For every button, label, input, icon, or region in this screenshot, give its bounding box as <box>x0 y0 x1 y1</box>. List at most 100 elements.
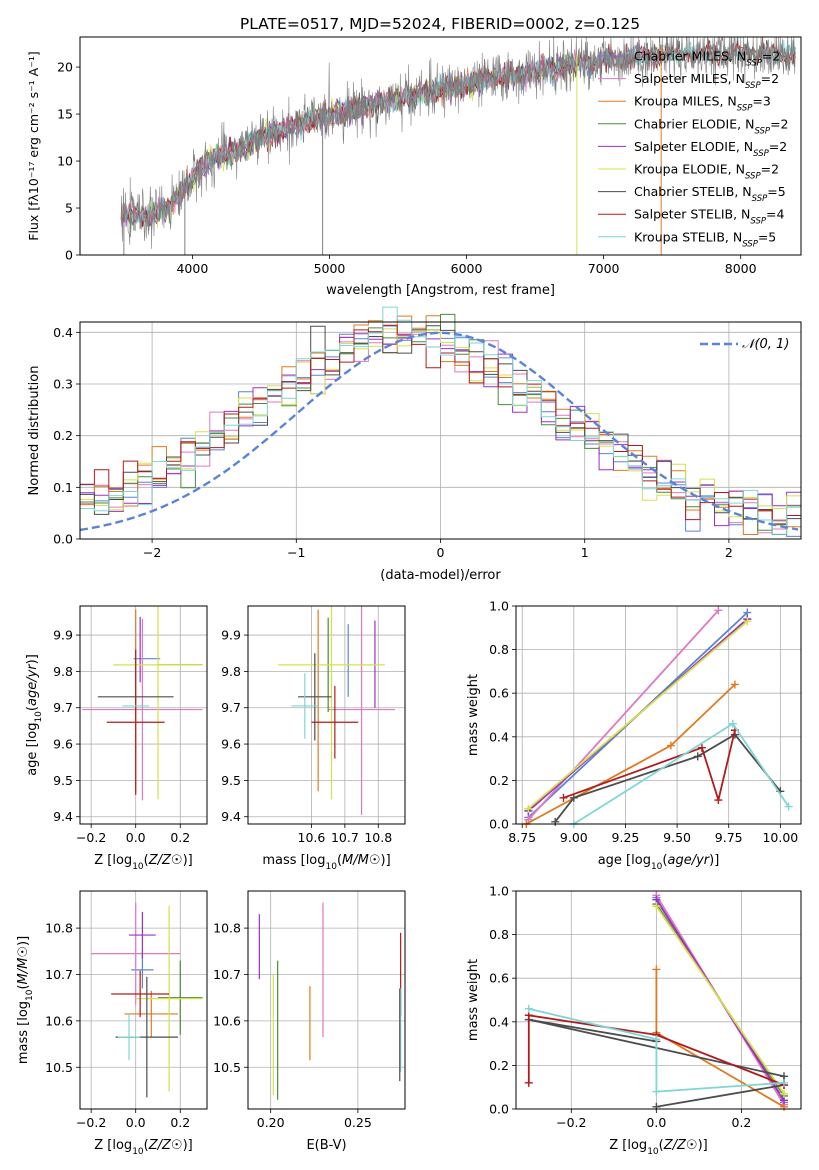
weight-vs-age-frame <box>515 605 802 825</box>
age-vs-Z-xtick-label: 0.2 <box>170 830 190 845</box>
age-vs-mass-xtick-label: 10.6 <box>298 830 326 845</box>
mass-vs-Z-ylabel-part: ( <box>16 984 31 989</box>
legend-label-tail: =2 <box>769 139 787 154</box>
age-vs-Z-ylabel-part: ( <box>25 706 40 711</box>
legend-label-sub: SSP <box>745 172 761 182</box>
legend-label-tail: =2 <box>770 116 788 131</box>
mass-weight-series <box>563 730 736 804</box>
legend-label-sub: SSP <box>750 217 766 227</box>
weight-vs-Z-ytick-label: 0.4 <box>489 1014 509 1029</box>
weight-vs-age-xlabel-part: age [log <box>598 853 651 868</box>
weight-vs-age-ytick-label: 1.0 <box>489 599 509 614</box>
residual-histogram-step <box>80 325 801 535</box>
weight-vs-Z-xlabel-part: ( <box>659 1138 664 1153</box>
mass-vs-ebv-ytick-label: 10.8 <box>213 921 241 936</box>
weight-vs-age-xtick-label: 10.00 <box>762 830 798 845</box>
legend-label: Chabrier ELODIE, NSSP=2 <box>634 116 789 136</box>
weight-vs-age-axes: 8.75 9.00 9.25 9.50 9.75 10.00 0.0 0.2 0.4 0.6 0.8… <box>489 599 801 845</box>
mass-weight-series <box>655 905 785 1095</box>
mass-vs-Z-xlabel-part: ( <box>144 1138 149 1153</box>
age-vs-Z-ylabel-part: 10 <box>34 711 44 723</box>
legend-label-tail: =5 <box>767 184 785 199</box>
age-vs-Z-ytick-label: 9.9 <box>53 628 73 643</box>
age-vs-Z-errorbars <box>82 606 203 801</box>
residuals-frame <box>79 321 802 540</box>
spectrum-axes: 4000 5000 6000 7000 8000 0 5 10 15 20 <box>57 60 757 276</box>
age-vs-mass-ytick-label: 9.9 <box>221 628 241 643</box>
weight-vs-Z-frame <box>515 890 802 1110</box>
mass-weight-marker <box>693 752 702 761</box>
mass-vs-ebv-xtick-label: 0.20 <box>257 1115 285 1130</box>
weight-vs-age-ytick-label: 0.8 <box>489 642 509 657</box>
legend-label-main: Chabrier STELIB, N <box>634 184 752 199</box>
mass-vs-Z-xtick-label: 0.0 <box>126 1115 146 1130</box>
mass-vs-ebv-ytick-label: 10.6 <box>213 1013 241 1028</box>
residuals-xtick-label: 2 <box>725 545 733 560</box>
mass-vs-Z-ytick-label: 10.5 <box>45 1060 73 1075</box>
weight-vs-Z-lines <box>524 891 788 1111</box>
spectrum-ytick-label: 15 <box>57 107 73 122</box>
weight-vs-age-ytick-label: 0.4 <box>489 729 509 744</box>
mass-weight-series <box>527 620 748 810</box>
spectrum-frame <box>79 36 802 256</box>
spectrum-ytick-label: 0 <box>65 248 73 263</box>
legend-label-sub: SSP <box>737 104 753 114</box>
mass-vs-Z-xlabel-part: Z/Z☉ <box>148 1138 183 1153</box>
spectrum-ytick-label: 20 <box>57 60 73 75</box>
normal-curve <box>79 331 799 532</box>
legend-label: Kroupa STELIB, NSSP=5 <box>634 229 776 249</box>
residuals-xtick-label: 1 <box>581 545 589 560</box>
age-vs-mass-xlabel-part: M/M☉ <box>342 853 380 868</box>
mass-weight-marker <box>524 1004 533 1013</box>
weight-vs-Z-xtick-label: −0.2 <box>556 1115 586 1130</box>
legend-label-sub: SSP <box>745 81 761 91</box>
mass-vs-Z-xlabel: Z [log10(Z/Z☉)] <box>94 1138 192 1157</box>
age-vs-mass-ytick-label: 9.8 <box>221 664 241 679</box>
mass-weight-series <box>528 1007 785 1093</box>
mass-vs-Z-xlabel-part: )] <box>183 1138 193 1153</box>
residuals-ylabel: Normed distribution <box>27 366 42 496</box>
age-vs-Z-ytick-label: 9.6 <box>53 737 73 752</box>
weight-vs-Z-xlabel-part: Z [log <box>609 1138 647 1153</box>
residuals-ytick-label: 0.3 <box>53 377 73 392</box>
residual-histogram-step <box>80 306 801 535</box>
spectrum-xtick-label: 8000 <box>725 261 757 276</box>
mass-vs-Z-ylabel-part: mass [log <box>16 1001 31 1064</box>
legend-label-main: Salpeter ELODIE, N <box>634 139 753 154</box>
legend-label-main: Salpeter STELIB, N <box>634 207 750 222</box>
weight-vs-Z-ylabel: mass weight <box>466 959 481 1041</box>
weight-vs-Z-ytick-label: 0.0 <box>489 1102 509 1117</box>
residuals-ytick-label: 0.4 <box>53 325 73 340</box>
residuals-xlabel: (data-model)/error <box>380 568 501 583</box>
spectrum-xtick-label: 4000 <box>176 261 208 276</box>
mass-vs-Z-ylabel-part: M/M☉ <box>16 946 31 984</box>
age-vs-mass-xlabel-part: ( <box>337 853 342 868</box>
weight-vs-Z-xlabel-part: 10 <box>647 1147 659 1157</box>
spectrum-xtick-label: 7000 <box>588 261 620 276</box>
mass-weight-marker <box>652 1087 661 1096</box>
weight-vs-age-xtick-label: 9.50 <box>663 830 691 845</box>
age-vs-Z-ylabel-part: age [log <box>25 723 40 776</box>
weight-vs-Z-xlabel-part: Z/Z☉ <box>663 1138 698 1153</box>
mass-vs-Z-xtick-label: −0.2 <box>76 1115 106 1130</box>
age-vs-Z-ytick-label: 9.5 <box>53 773 73 788</box>
mass-vs-Z-frame <box>79 890 208 1110</box>
mass-weight-marker <box>569 793 578 802</box>
mass-vs-Z-ytick-label: 10.6 <box>45 1013 73 1028</box>
mass-vs-Z-xlabel-part: 10 <box>132 1147 144 1157</box>
mass-vs-ebv-xlabel: E(B-V) <box>306 1138 346 1153</box>
legend-label: Chabrier STELIB, NSSP=5 <box>634 184 786 204</box>
weight-vs-age-ylabel: mass weight <box>466 674 481 756</box>
age-vs-Z-ytick-label: 9.4 <box>53 809 73 824</box>
legend-label-sub: SSP <box>753 149 769 159</box>
mass-weight-marker <box>784 802 793 811</box>
mass-weight-marker <box>559 793 568 802</box>
age-vs-mass-xlabel-part: )] <box>381 853 391 868</box>
mass-vs-ebv-errorbars <box>258 902 402 1100</box>
age-vs-mass-ytick-label: 9.6 <box>221 737 241 752</box>
spectrum-data-line <box>120 36 796 249</box>
age-vs-mass-xlabel-part: 10 <box>326 862 338 872</box>
